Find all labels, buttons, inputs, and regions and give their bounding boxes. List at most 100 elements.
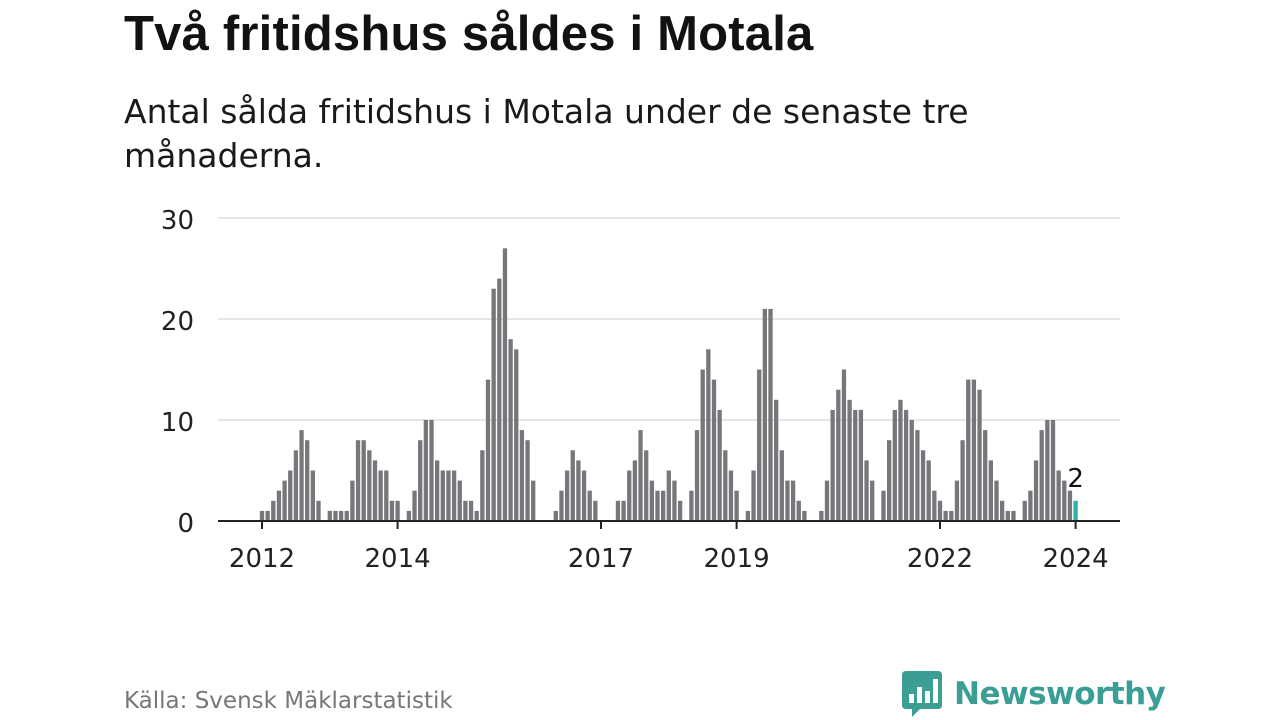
bar [621,500,626,521]
bar [519,430,525,521]
bar [553,510,558,521]
bar [926,460,931,521]
bar [282,480,287,521]
bar [485,379,491,521]
bar [796,500,801,521]
bar [355,440,361,521]
bar [491,288,496,521]
bar [932,490,937,521]
x-tick-label: 2014 [365,544,431,574]
bar [960,440,965,521]
bar [446,470,451,521]
x-tick-label: 2019 [704,544,770,574]
bar [853,409,858,521]
bar [378,470,383,521]
bar [858,409,864,521]
bar [564,470,570,521]
bar [288,470,293,521]
bar [830,409,835,521]
bar [508,339,513,521]
bar [920,450,926,521]
bar [723,450,728,521]
bar [694,430,700,521]
bar [1056,470,1061,521]
bar [836,389,841,521]
bar [316,500,321,521]
bar [418,440,423,521]
bar [994,480,999,521]
bar [474,510,479,521]
bar [1050,420,1056,521]
bar [423,420,428,521]
bar [372,460,378,521]
bar [937,500,943,521]
bar [666,470,671,521]
data-label: 2 [1067,464,1084,494]
bar [943,510,948,521]
bar [983,430,988,521]
y-tick-label: 10 [161,408,194,438]
bar [745,510,751,521]
bar [762,308,767,521]
bar [305,440,310,521]
chart-subtitle: Antal sålda fritidshus i Motala under de… [124,92,969,175]
bar [915,430,920,521]
bar [468,500,474,521]
bar [661,490,666,521]
bar [824,480,830,521]
bar [310,470,315,521]
bar [344,510,349,521]
bar [271,500,276,521]
bar [525,440,530,521]
bar [1039,430,1044,521]
bar [463,500,468,521]
x-tick-label: 2024 [1043,544,1109,574]
bar [774,399,779,521]
bar [440,470,445,521]
bar [581,470,587,521]
bar [338,510,344,521]
bar [435,460,440,521]
bar [570,450,575,521]
bar [638,430,643,521]
bar [632,460,638,521]
bar [627,470,632,521]
bar [711,379,717,521]
bar [1011,510,1016,521]
bar [785,480,790,521]
brand-logo: Newsworthy [900,668,1166,720]
bar [429,420,434,521]
bar [790,480,796,521]
bar [457,480,462,521]
bar [259,510,265,521]
y-tick-label: 20 [161,307,194,337]
bar [949,510,954,521]
bar [677,500,683,521]
newsworthy-logo-icon [902,671,942,717]
bar [1000,500,1005,521]
bar [593,500,598,521]
bar [841,369,847,521]
chart-title: Två fritidshus såldes i Motala [124,7,814,61]
bar [971,379,977,521]
bar [977,389,982,521]
bar [361,440,366,521]
y-tick-label: 30 [161,206,194,236]
bar [847,399,852,521]
bar [757,369,762,521]
bar [1073,500,1078,521]
bar [480,450,485,521]
x-tick-label: 2012 [229,544,295,574]
bar [367,450,372,521]
bar [644,450,649,521]
bar [649,480,654,521]
bar [864,460,869,521]
bar [802,510,807,521]
bar [903,409,909,521]
bar [406,510,412,521]
bar [451,470,457,521]
x-tick-label: 2017 [568,544,634,574]
bar [954,480,960,521]
bar [728,470,734,521]
